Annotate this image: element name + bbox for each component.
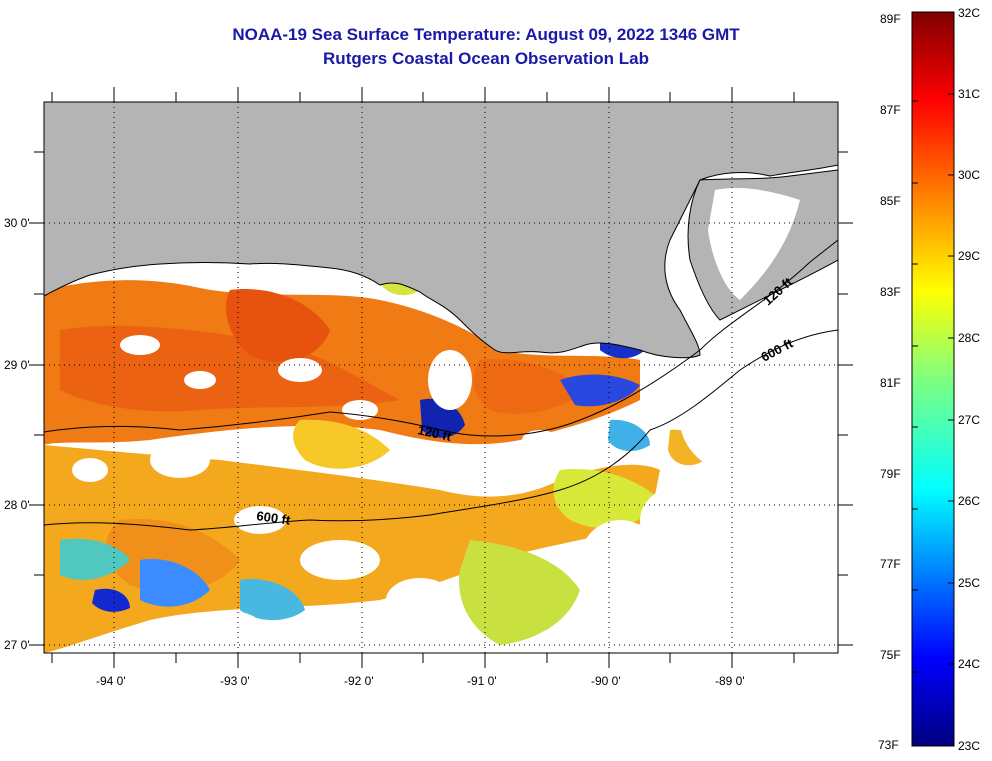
axis-ticks [29, 87, 853, 668]
map-title: NOAA-19 Sea Surface Temperature: August … [232, 25, 740, 44]
cbar-c-32: 32C [958, 6, 981, 20]
lat-label-30: 30 0' [4, 216, 30, 230]
lon-label-90: -90 0' [591, 674, 621, 688]
land-mass [44, 102, 838, 359]
map-frame [43, 101, 839, 654]
contour-600ft [44, 329, 838, 531]
lat-label-27: 27 0' [4, 638, 30, 652]
graticule [44, 102, 838, 653]
cbar-c-29: 29C [958, 249, 981, 263]
cbar-c-27: 27C [958, 413, 981, 427]
cbar-c-28: 28C [958, 331, 981, 345]
cbar-f-83: 83F [880, 285, 901, 299]
lon-label-92: -92 0' [344, 674, 374, 688]
cbar-f-77: 77F [880, 557, 901, 571]
cbar-c-25: 25C [958, 576, 981, 590]
lon-label-93: -93 0' [220, 674, 250, 688]
lat-label-28: 28 0' [4, 498, 30, 512]
lat-label-29: 29 0' [4, 358, 30, 372]
cbar-c-24: 24C [958, 657, 981, 671]
lon-label-91: -91 0' [467, 674, 497, 688]
lon-label-89: -89 0' [715, 674, 745, 688]
cbar-f-73: 73F [878, 738, 899, 752]
cbar-c-31: 31C [958, 87, 981, 101]
coastal-cloud [708, 188, 800, 300]
cloud-patches [72, 335, 838, 652]
cbar-c-23: 23C [958, 739, 981, 753]
cbar-f-85: 85F [880, 194, 901, 208]
cbar-f-75: 75F [880, 648, 901, 662]
colorbar-ticks [912, 93, 954, 673]
lon-label-94: -94 0' [96, 674, 126, 688]
cbar-f-79: 79F [880, 467, 901, 481]
map-subtitle: Rutgers Coastal Ocean Observation Lab [323, 49, 649, 68]
cbar-c-26: 26C [958, 494, 981, 508]
contour-label-120-a: 120 ft [416, 422, 453, 444]
cbar-c-30: 30C [958, 168, 981, 182]
sst-field [44, 259, 705, 653]
contour-label-600-a: 600 ft [256, 508, 292, 528]
cbar-f-89: 89F [880, 12, 901, 26]
colorbar [911, 11, 955, 747]
cbar-f-81: 81F [880, 376, 901, 390]
cbar-f-87: 87F [880, 103, 901, 117]
contour-120ft [44, 239, 838, 437]
